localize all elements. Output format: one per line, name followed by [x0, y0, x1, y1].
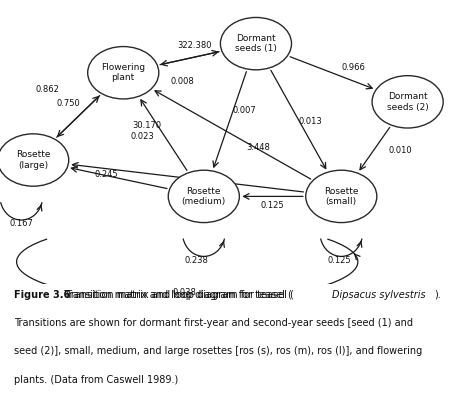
Text: 0.023: 0.023: [130, 132, 154, 141]
Text: Rosette
(small): Rosette (small): [324, 187, 358, 206]
Ellipse shape: [372, 76, 443, 128]
Text: Figure 3.6: Figure 3.6: [14, 290, 71, 299]
Ellipse shape: [168, 170, 239, 223]
Text: 0.862: 0.862: [36, 85, 59, 94]
Text: ).: ).: [434, 290, 441, 299]
Text: seed (2)], small, medium, and large rosettes [ros (s), ros (m), ros (l)], and fl: seed (2)], small, medium, and large rose…: [14, 346, 422, 356]
Text: Dormant
seeds (2): Dormant seeds (2): [387, 92, 428, 112]
Text: Transition matrix and loop diagram for teasel (: Transition matrix and loop diagram for t…: [58, 290, 292, 299]
Text: Transitions are shown for dormant first-year and second-year seeds [seed (1) and: Transitions are shown for dormant first-…: [14, 318, 413, 328]
Text: Dormant
seeds (1): Dormant seeds (1): [235, 34, 277, 53]
Text: 30.170: 30.170: [132, 121, 162, 130]
Text: 0.245: 0.245: [95, 170, 118, 179]
Text: plants. (Data from Caswell 1989.): plants. (Data from Caswell 1989.): [14, 375, 179, 385]
Text: Rosette
(large): Rosette (large): [16, 151, 50, 170]
Ellipse shape: [0, 134, 69, 186]
Text: 0.966: 0.966: [341, 63, 365, 72]
Text: 0.238: 0.238: [185, 256, 209, 264]
Text: Transition matrix and loop diagram for teasel (: Transition matrix and loop diagram for t…: [60, 290, 294, 299]
Text: 0.013: 0.013: [299, 117, 322, 126]
Text: 0.167: 0.167: [9, 219, 33, 228]
Text: 0.125: 0.125: [261, 201, 284, 210]
Text: Flowering
plant: Flowering plant: [101, 63, 146, 82]
Text: 0.750: 0.750: [57, 99, 81, 108]
Text: 3.448: 3.448: [246, 143, 270, 152]
Ellipse shape: [220, 17, 292, 70]
Text: Dipsacus sylvestris: Dipsacus sylvestris: [332, 290, 426, 299]
Text: 0.010: 0.010: [389, 147, 412, 155]
Ellipse shape: [88, 46, 159, 99]
Text: 0.007: 0.007: [232, 106, 256, 115]
Text: Rosette
(medium): Rosette (medium): [182, 187, 226, 206]
Text: 0.125: 0.125: [327, 256, 351, 264]
Text: 322.380: 322.380: [177, 41, 211, 50]
Ellipse shape: [306, 170, 377, 223]
Text: 0.038: 0.038: [173, 288, 197, 297]
Text: 0.008: 0.008: [171, 77, 194, 86]
